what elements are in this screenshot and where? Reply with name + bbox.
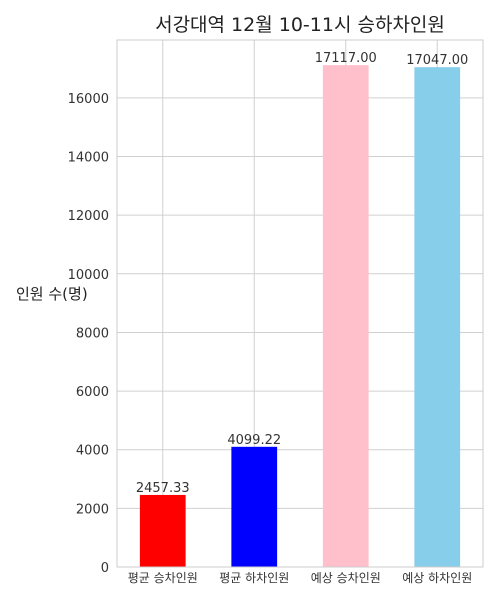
y-tick-label: 16000 (68, 92, 109, 107)
bar-value-label: 2457.33 (136, 481, 190, 496)
bars-layer (139, 65, 461, 568)
bar (139, 494, 186, 567)
y-tick-label: 4000 (76, 444, 109, 459)
bar (231, 446, 278, 567)
labels-layer: 0 2000 4000 6000 8000 10000 12000 14000 16000 245… (68, 51, 473, 585)
y-tick-label: 10000 (68, 268, 109, 283)
y-tick-label: 2000 (76, 502, 109, 517)
bar (414, 67, 461, 568)
chart-title: 서강대역 12월 10-11시 승하차인원 (155, 14, 445, 36)
bar-value-label: 4099.22 (227, 433, 281, 448)
y-tick-label: 8000 (76, 326, 109, 341)
bar-value-label: 17117.00 (315, 51, 377, 66)
y-tick-label: 14000 (68, 151, 109, 166)
x-tick-label: 평균 하차인원 (219, 571, 289, 585)
y-axis-label: 인원 수(명) (16, 285, 88, 303)
y-tick-label: 0 (101, 561, 109, 576)
x-tick-label: 예상 승차인원 (311, 571, 381, 585)
y-tick-label: 12000 (68, 209, 109, 224)
bar-value-label: 17047.00 (406, 53, 468, 68)
x-tick-label: 예상 하차인원 (402, 571, 472, 585)
plot-frame (116, 39, 484, 568)
y-tick-label: 6000 (76, 385, 109, 400)
bar (322, 65, 369, 567)
x-tick-label: 평균 승차인원 (128, 571, 198, 585)
